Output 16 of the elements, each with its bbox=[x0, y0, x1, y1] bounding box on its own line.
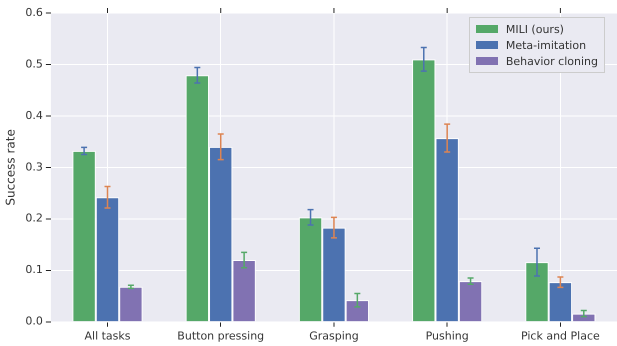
legend-label: Behavior cloning bbox=[506, 54, 598, 68]
y-tick-label: 0.5 bbox=[25, 57, 43, 70]
y-tick-label: 0.4 bbox=[25, 108, 43, 122]
y-tick-label: 0.1 bbox=[25, 263, 43, 276]
y-tick-label: 0.6 bbox=[25, 6, 43, 19]
x-tick-label: Grasping bbox=[309, 329, 359, 342]
y-tick-label: 0.2 bbox=[25, 212, 43, 225]
y-axis-title: Success rate bbox=[3, 129, 18, 206]
x-tick-label: All tasks bbox=[84, 329, 131, 342]
legend-label: MILI (ours) bbox=[506, 22, 564, 36]
y-tick-label: 0.3 bbox=[25, 160, 43, 174]
y-tick-label: 0.0 bbox=[25, 314, 43, 328]
x-tick-label: Pushing bbox=[426, 329, 469, 342]
legend-label: Meta-imitation bbox=[506, 38, 586, 52]
x-tick-label: Button pressing bbox=[177, 329, 264, 342]
x-tick-label: Pick and Place bbox=[520, 329, 600, 342]
